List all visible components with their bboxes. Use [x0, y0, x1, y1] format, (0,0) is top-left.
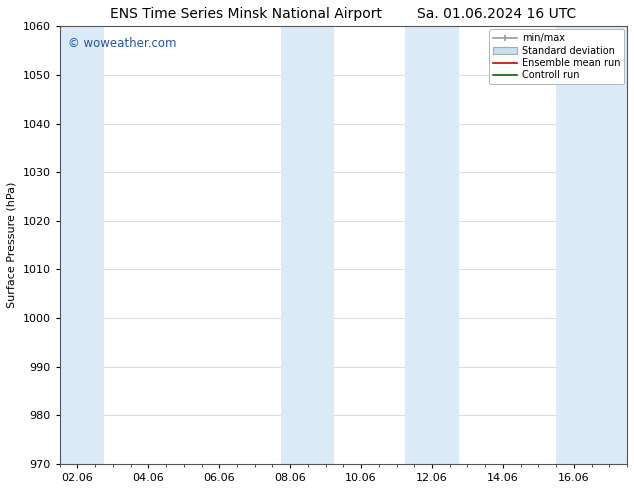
Bar — [60, 26, 104, 464]
Legend: min/max, Standard deviation, Ensemble mean run, Controll run: min/max, Standard deviation, Ensemble me… — [489, 29, 624, 84]
Text: © woweather.com: © woweather.com — [68, 37, 177, 50]
Title: ENS Time Series Minsk National Airport        Sa. 01.06.2024 16 UTC: ENS Time Series Minsk National Airport S… — [110, 7, 576, 21]
Bar — [281, 26, 335, 464]
Bar — [556, 26, 627, 464]
Y-axis label: Surface Pressure (hPa): Surface Pressure (hPa) — [7, 182, 17, 308]
Bar — [405, 26, 458, 464]
